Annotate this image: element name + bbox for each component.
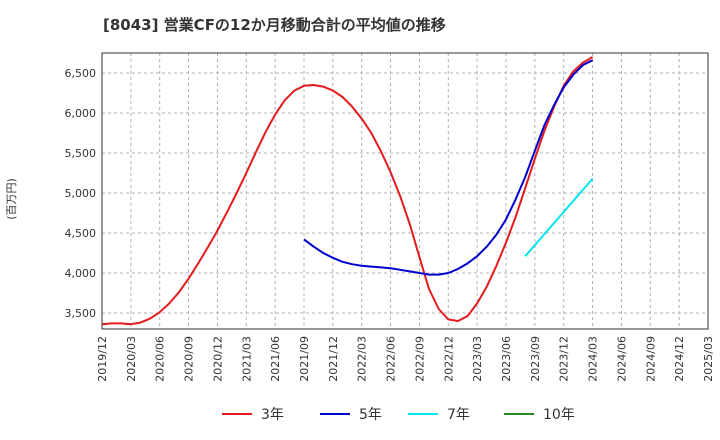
plot-frame (101, 52, 709, 330)
x-tick-label: 2019/12 (96, 336, 109, 382)
x-tick-label: 2025/03 (702, 336, 715, 382)
x-tick-label: 2022/06 (385, 336, 398, 382)
x-tick-label: 2022/12 (442, 336, 455, 382)
x-tick-label: 2021/03 (240, 336, 253, 382)
x-tick-label: 2020/03 (125, 336, 138, 382)
x-tick-label: 2021/06 (269, 336, 282, 382)
x-tick-label: 2023/06 (500, 336, 513, 382)
x-tick-label: 2020/12 (211, 336, 224, 382)
y-tick-label: 4,500 (65, 227, 97, 240)
y-tick-label: 3,500 (65, 307, 97, 320)
x-tick-label: 2022/09 (413, 336, 426, 382)
x-tick-label: 2024/06 (615, 336, 628, 382)
legend: 3年 5年 7年 10年 (222, 407, 575, 423)
y-tick-label: 6,000 (65, 107, 97, 120)
x-tick-label: 2024/09 (644, 336, 657, 382)
legend-label: 3年 (261, 407, 284, 423)
x-axis-ticks: 2019/12 2020/03 2020/06 2020/09 2020/12 2021/… (96, 336, 715, 382)
y-tick-label: 5,500 (65, 147, 97, 160)
x-tick-label: 2023/03 (471, 336, 484, 382)
x-tick-label: 2022/03 (356, 336, 369, 382)
x-tick-label: 2024/03 (587, 336, 600, 382)
y-tick-label: 5,000 (65, 187, 97, 200)
y-axis-ticks: 3,500 4,000 4,500 5,000 5,500 6,000 6,500 (65, 67, 97, 320)
x-tick-label: 2023/12 (558, 336, 571, 382)
chart-title: [8043] 営業CFの12か月移動合計の平均値の推移 (103, 16, 446, 34)
legend-label: 7年 (447, 407, 470, 423)
series-line-2 (524, 177, 594, 257)
series-line-1 (303, 59, 594, 276)
legend-label: 5年 (359, 407, 382, 423)
grid (101, 53, 709, 329)
x-tick-label: 2021/09 (298, 336, 311, 382)
x-tick-label: 2020/09 (183, 336, 196, 382)
y-tick-label: 6,500 (65, 67, 97, 80)
x-tick-label: 2020/06 (154, 336, 167, 382)
x-tick-label: 2024/12 (673, 336, 686, 382)
legend-label: 10年 (543, 407, 575, 423)
y-tick-label: 4,000 (65, 267, 97, 280)
x-tick-label: 2023/09 (529, 336, 542, 382)
x-tick-label: 2021/12 (327, 336, 340, 382)
series-lines (101, 56, 594, 326)
series-line-0 (101, 56, 594, 326)
y-axis-label: (百万円) (5, 178, 18, 220)
